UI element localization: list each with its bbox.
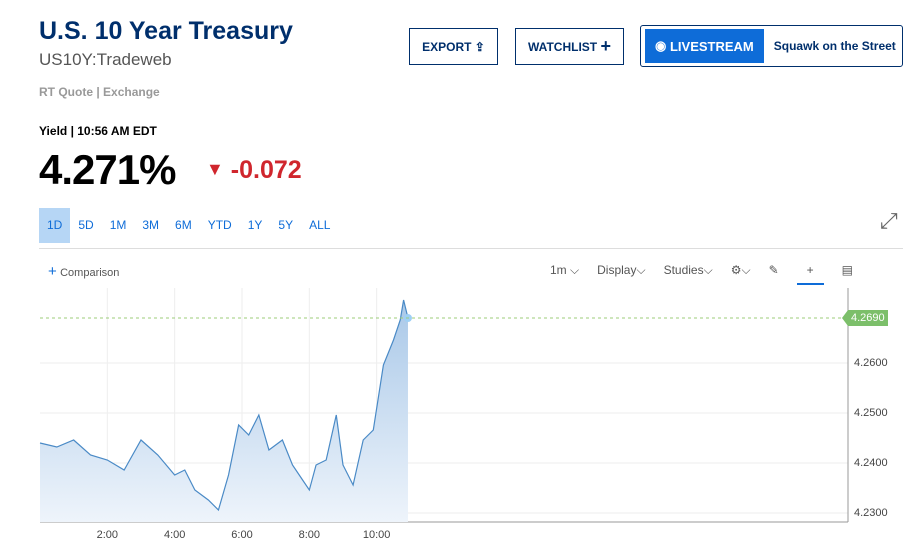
draw-tool[interactable]: ✎ <box>768 263 779 277</box>
x-tick-label: 2:00 <box>97 529 118 541</box>
x-tick-label: 8:00 <box>299 529 320 541</box>
symbol: US10Y:Tradeweb <box>39 50 172 69</box>
range-tab[interactable]: 5Y <box>278 218 294 232</box>
studies[interactable]: Studies⌵ <box>663 263 713 277</box>
title: U.S. 10 Year Treasury <box>39 17 293 45</box>
x-tick-label: 4:00 <box>164 529 185 541</box>
line <box>39 299 409 512</box>
interval[interactable]: 1m ⌵ <box>550 263 580 277</box>
x-tick-label: 10:00 <box>363 529 391 541</box>
show-name: Squawk on the Street <box>773 39 896 53</box>
range-tab[interactable]: 1Y <box>247 218 263 232</box>
chart: 4.2300 4.2400 4.2500 4.2600 2:00 4:00 6:00 8:00… <box>39 288 888 541</box>
x-tick-label: 6:00 <box>231 529 252 541</box>
y-tick-label: 4.2600 <box>854 357 888 369</box>
y-tick-label: 4.2300 <box>854 507 888 519</box>
notes[interactable]: ▤ <box>841 263 853 277</box>
price: 4.271% <box>39 146 176 193</box>
quote-source: RT Quote | Exchange <box>39 85 160 99</box>
settings[interactable]: ⚙⌵ <box>730 263 751 277</box>
interval-label: 1m <box>550 263 567 277</box>
range-tab[interactable]: 1M <box>109 218 127 232</box>
range-tab[interactable]: 1D <box>39 208 71 243</box>
livestream-box[interactable]: ◉ LIVESTREAM Squawk on the Street <box>640 25 903 67</box>
studies-label: Studies <box>663 263 704 277</box>
range-tabs: 1D 5D 1M 3M 6M YTD 1Y 5Y ALL <box>39 208 338 243</box>
range-tab[interactable]: ALL <box>309 218 331 232</box>
comparison[interactable]: + Comparison <box>48 263 120 280</box>
display[interactable]: Display⌵ <box>597 263 646 277</box>
range-tab[interactable]: 6M <box>175 218 192 232</box>
range-tab[interactable]: 3M <box>142 218 160 232</box>
livestream-label: LIVESTREAM <box>669 38 754 54</box>
change-value: -0.072 <box>230 156 302 184</box>
expand-icon[interactable]: ⤢ <box>880 208 898 233</box>
divider <box>39 248 903 249</box>
y-tick-label: 4.2400 <box>854 457 888 469</box>
chart-toolbar: 1m ⌵ Display⌵ Studies⌵ ⚙⌵ ✎ + ▤ <box>550 263 853 285</box>
display-label: Display <box>597 263 637 277</box>
export-button[interactable]: EXPORT ⇪ <box>409 28 498 65</box>
watchlist-button[interactable]: WATCHLIST + <box>515 28 624 65</box>
last-value-badge <box>842 310 888 326</box>
quote-label: Yield | 10:56 AM EDT <box>39 124 157 138</box>
range-tab[interactable]: 5D <box>78 218 94 232</box>
y-tick-label: 4.2500 <box>854 407 888 419</box>
livestream-button[interactable]: ◉ LIVESTREAM <box>645 29 764 63</box>
watchlist-label: WATCHLIST <box>528 39 598 54</box>
change: ▼ -0.072 <box>206 156 302 184</box>
crosshair[interactable]: + <box>796 263 824 285</box>
export-label: EXPORT <box>422 39 472 54</box>
last-value-label: 4.2690 <box>851 312 885 324</box>
comparison-label: Comparison <box>60 267 120 279</box>
range-tab[interactable]: YTD <box>207 218 232 232</box>
